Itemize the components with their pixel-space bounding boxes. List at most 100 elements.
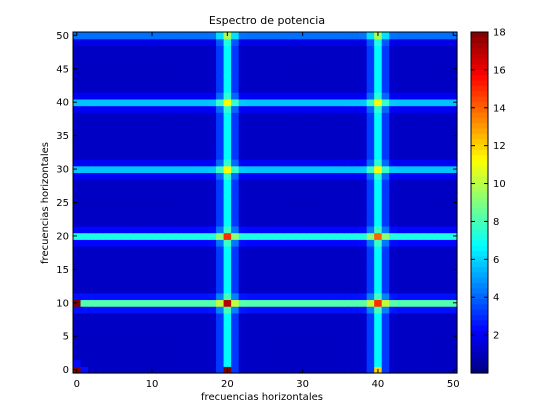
heatmap-cell (231, 232, 240, 240)
heatmap-cell (73, 165, 82, 174)
heatmap-cell (216, 179, 225, 187)
heatmap-cell (374, 259, 383, 267)
heatmap-cell (140, 339, 149, 347)
colorbar-segment (471, 117, 488, 124)
heatmap-cell (185, 78, 195, 87)
heatmap-cell (381, 286, 390, 294)
heatmap-cell (208, 245, 217, 254)
heatmap-cell (291, 359, 300, 367)
heatmap-cell (351, 112, 360, 120)
heatmap-cell (276, 326, 285, 334)
heatmap-cell (103, 352, 112, 361)
colorbar-segment (471, 58, 488, 65)
heatmap-cell (359, 232, 368, 240)
heatmap-cell (193, 85, 202, 93)
heatmap-cell (133, 352, 142, 361)
heatmap-cell (261, 205, 270, 214)
heatmap-cell (193, 145, 202, 153)
heatmap-cell (178, 92, 187, 100)
heatmap-cell (253, 65, 262, 73)
heatmap-cell (313, 192, 323, 200)
heatmap-cell (231, 352, 240, 361)
heatmap-cell (231, 112, 240, 120)
heatmap-cell (449, 279, 458, 287)
heatmap-cell (208, 346, 217, 354)
heatmap-cell (178, 179, 187, 187)
heatmap-cell (374, 132, 383, 140)
heatmap-cell (73, 326, 82, 334)
heatmap-cell (298, 259, 308, 267)
heatmap-cell (298, 199, 308, 207)
heatmap-cell (351, 352, 360, 361)
heatmap-cell (103, 172, 112, 180)
heatmap-cell (95, 286, 104, 294)
heatmap-cell (283, 212, 292, 220)
heatmap-cell (155, 259, 164, 267)
heatmap-cell (140, 172, 149, 180)
heatmap-cell (118, 286, 127, 294)
heatmap-cell (103, 232, 112, 240)
heatmap-cell (193, 319, 202, 327)
heatmap-cell (268, 185, 277, 194)
heatmap-cell (329, 92, 338, 100)
heatmap-cell (261, 58, 270, 67)
heatmap-cell (238, 138, 247, 147)
heatmap-cell (185, 179, 195, 187)
heatmap-cell (359, 45, 368, 53)
heatmap-cell (268, 219, 277, 227)
heatmap-cell (268, 72, 277, 80)
heatmap-cell (321, 359, 330, 367)
heatmap-cell (336, 85, 345, 93)
heatmap-cell (441, 125, 451, 133)
heatmap-cell (103, 32, 112, 40)
heatmap-cell (170, 299, 180, 307)
heatmap-cell (88, 78, 97, 87)
heatmap-cell (411, 52, 420, 60)
heatmap-cell (95, 332, 104, 341)
heatmap-cell (110, 98, 119, 107)
heatmap-cell (359, 185, 368, 194)
heatmap-cell (344, 38, 353, 46)
heatmap-cell (208, 312, 217, 321)
heatmap-cell (216, 199, 225, 207)
heatmap-cell (306, 132, 315, 140)
heatmap-cell (306, 366, 315, 374)
heatmap-cell (118, 339, 127, 347)
heatmap-cell (283, 359, 292, 367)
heatmap-cell (283, 85, 292, 93)
heatmap-cell (125, 45, 134, 53)
heatmap-cell (246, 145, 255, 153)
heatmap-cell (426, 58, 436, 67)
heatmap-cell (344, 65, 353, 73)
heatmap-cell (381, 92, 390, 100)
heatmap-cell (253, 58, 262, 67)
heatmap-cell (291, 346, 300, 354)
heatmap-cell (434, 225, 443, 234)
heatmap-cell (321, 152, 330, 160)
heatmap-cell (223, 252, 232, 260)
heatmap-cell (103, 38, 112, 46)
heatmap-cell (344, 359, 353, 367)
heatmap-cell (216, 152, 225, 160)
heatmap-cell (73, 138, 82, 147)
heatmap-cell (246, 332, 255, 341)
heatmap-cell (253, 152, 262, 160)
heatmap-cell (201, 286, 210, 294)
heatmap-cell (80, 239, 89, 247)
heatmap-cell (344, 98, 353, 107)
heatmap-cell (216, 359, 225, 367)
heatmap-cell (193, 245, 202, 254)
heatmap-cell (118, 266, 127, 274)
colorbar-tick-label: 2 (493, 331, 499, 342)
heatmap-cell (396, 205, 405, 214)
heatmap-cell (411, 125, 420, 133)
heatmap-cell (359, 266, 368, 274)
heatmap-cell (88, 105, 97, 113)
heatmap-cell (359, 199, 368, 207)
heatmap-cell (88, 359, 97, 367)
heatmap-cell (313, 366, 323, 374)
heatmap-cell (344, 292, 353, 301)
heatmap-cell (208, 306, 217, 314)
heatmap-cell (419, 105, 428, 113)
heatmap-cell (268, 179, 277, 187)
